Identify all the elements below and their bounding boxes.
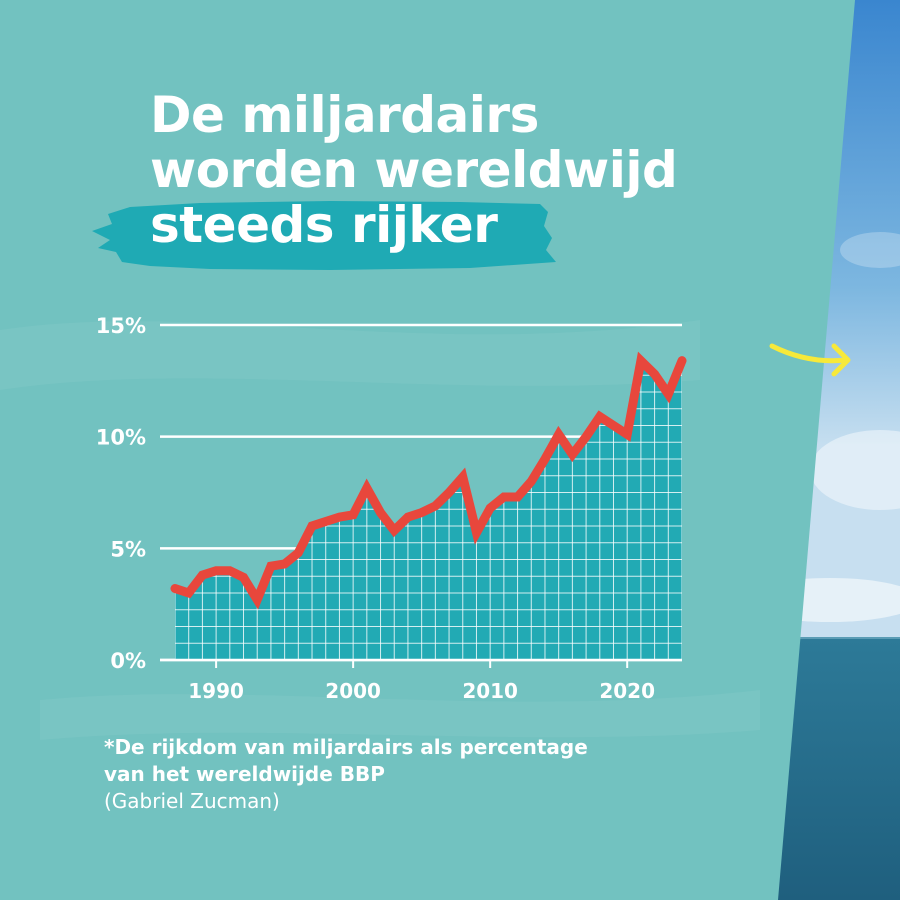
y-tick-label: 5% <box>110 537 146 561</box>
footnote-line: van het wereldwijde BBP (Gabriel Zucman) <box>104 761 588 815</box>
data-point <box>613 425 614 426</box>
data-point <box>380 512 381 514</box>
data-point <box>188 592 190 594</box>
footnote-text: *De rijkdom van miljardairs als percenta… <box>104 735 588 759</box>
footnote-line: *De rijkdom van miljardairs als percenta… <box>104 734 588 761</box>
data-point <box>626 433 628 435</box>
data-point <box>558 433 560 435</box>
data-point <box>215 570 217 572</box>
data-point <box>270 565 272 567</box>
data-point <box>654 373 656 375</box>
data-point <box>571 454 573 455</box>
data-point <box>421 512 423 514</box>
data-point <box>517 496 519 498</box>
data-point <box>667 393 669 395</box>
brush-texture <box>40 690 760 740</box>
data-point <box>407 516 409 518</box>
data-point <box>311 525 313 527</box>
title-line: steeds rijker <box>150 196 498 254</box>
footnote-text: van het wereldwijde BBP <box>104 762 385 786</box>
data-point <box>544 458 546 460</box>
data-point <box>256 599 258 601</box>
x-tick-label: 1990 <box>188 679 244 703</box>
y-tick-label: 15% <box>96 314 146 338</box>
data-point <box>284 563 286 565</box>
right-arrow-icon <box>769 343 851 377</box>
data-point <box>599 416 601 418</box>
series-line <box>170 351 687 610</box>
chart-footnote: *De rijkdom van miljardairs als percenta… <box>104 734 588 815</box>
y-tick-label: 10% <box>96 426 146 450</box>
data-point <box>530 480 532 482</box>
y-tick-label: 0% <box>110 649 146 673</box>
data-point <box>229 570 231 572</box>
data-point <box>462 476 464 478</box>
brush-texture <box>0 320 700 390</box>
data-point <box>174 588 176 589</box>
data-point <box>503 496 505 498</box>
data-point <box>448 492 450 493</box>
x-tick-label: 2000 <box>325 679 381 703</box>
title-line: worden wereldwijd <box>150 141 678 199</box>
footnote-source: (Gabriel Zucman) <box>104 789 280 813</box>
data-point <box>476 532 477 534</box>
data-point <box>352 514 354 516</box>
x-tick-label: 2010 <box>462 679 518 703</box>
title-line: De miljardairs <box>150 86 539 144</box>
data-point <box>366 487 368 489</box>
data-point <box>681 360 683 362</box>
page-title: De miljardairs worden wereldwijd steeds … <box>150 86 678 254</box>
data-point <box>489 507 491 509</box>
data-point <box>434 505 436 507</box>
data-point <box>325 521 327 522</box>
data-point <box>297 552 299 554</box>
data-point <box>393 530 395 531</box>
data-point <box>243 576 244 578</box>
data-point <box>201 574 203 576</box>
data-point <box>585 436 587 438</box>
x-tick-label: 2020 <box>599 679 655 703</box>
data-point <box>640 360 642 362</box>
title-highlight-brush <box>92 201 556 270</box>
data-point <box>338 516 340 518</box>
